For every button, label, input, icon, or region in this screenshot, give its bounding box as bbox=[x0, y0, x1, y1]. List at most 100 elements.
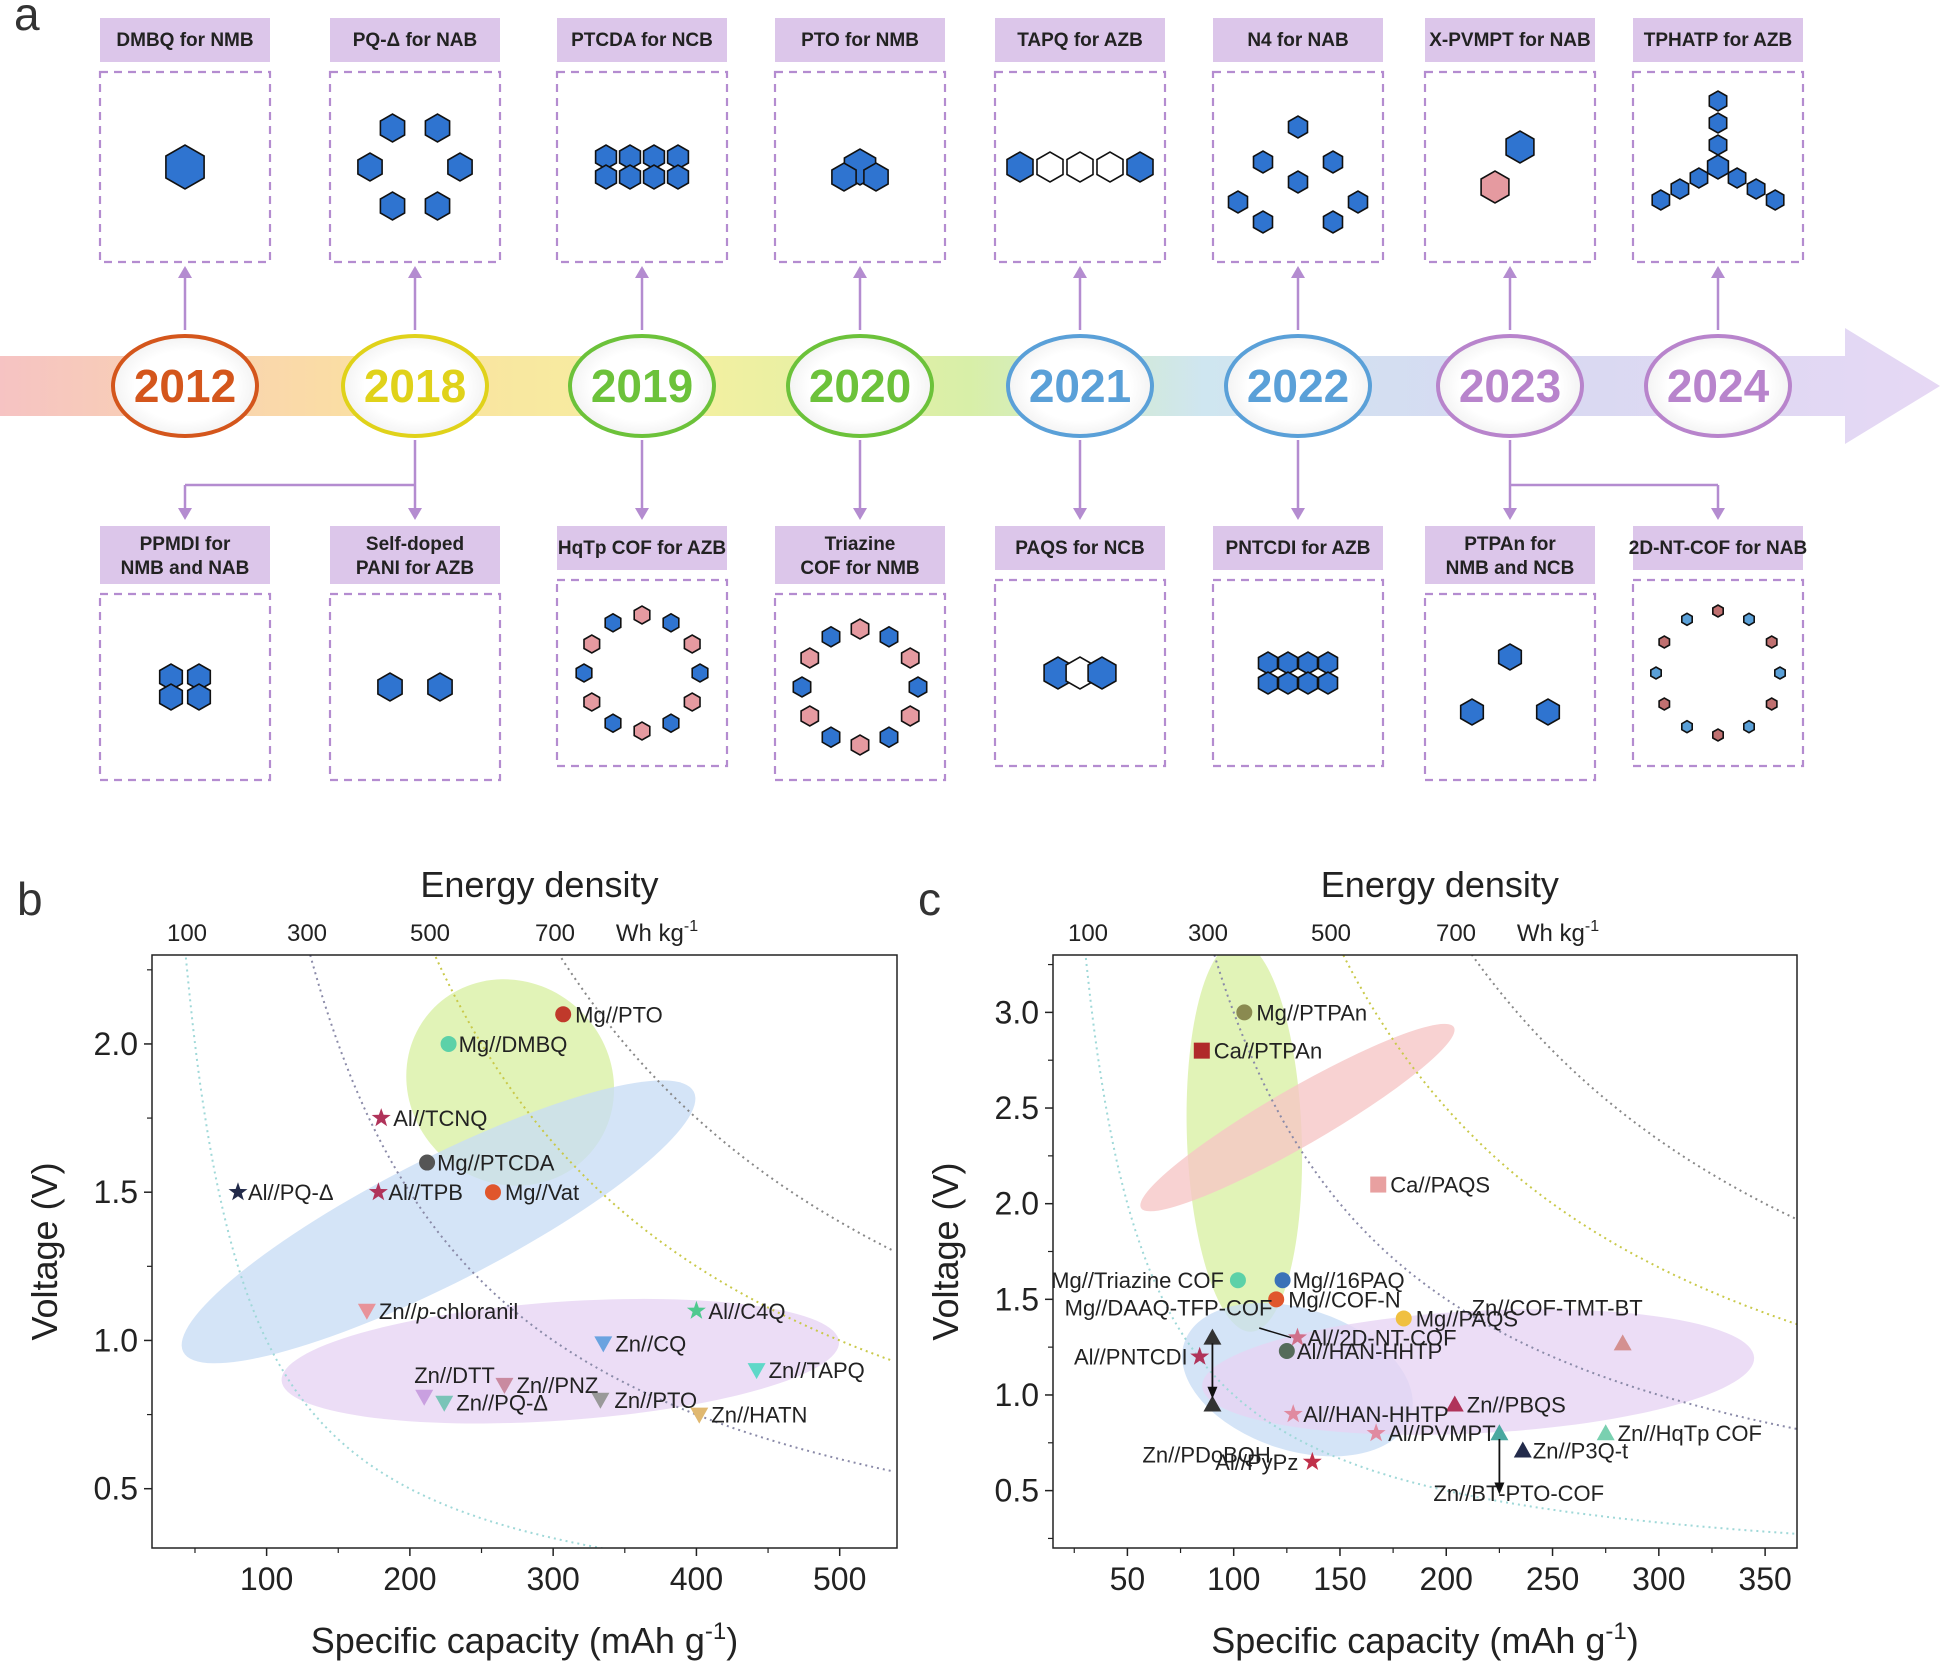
point-mg-dmbq bbox=[440, 1035, 457, 1052]
structure-frame bbox=[328, 592, 502, 782]
data-point-mg-triazine-cof: Mg//Triazine COF bbox=[1051, 1268, 1246, 1293]
molecule-structure-icon bbox=[1650, 604, 1786, 742]
ring-icon bbox=[792, 676, 812, 698]
bottom-card-triazine-cof-for-nmb: Triazine COF for NMB bbox=[773, 526, 947, 782]
arrow-down-icon bbox=[853, 508, 867, 520]
year-label: 2023 bbox=[1459, 360, 1561, 412]
x-tick-label: 500 bbox=[813, 1561, 866, 1597]
y-axis-label: Voltage (V) bbox=[925, 1162, 966, 1340]
data-label: Mg//16PAQ bbox=[1293, 1268, 1405, 1293]
panel-letter: c bbox=[918, 873, 941, 925]
data-point-mg-paqs: Mg//PAQS bbox=[1395, 1306, 1518, 1331]
ring-icon bbox=[1689, 167, 1709, 189]
molecule-structure-icon bbox=[165, 144, 205, 190]
molecule-structure-icon bbox=[1227, 115, 1369, 234]
molecule-structure-icon bbox=[158, 663, 212, 711]
structure-frame bbox=[1211, 578, 1385, 768]
ring-icon bbox=[1347, 190, 1369, 214]
arrow-up-icon bbox=[178, 266, 192, 278]
data-point-al-pvmpt: Al//PVMPT bbox=[1366, 1421, 1496, 1446]
arrow-down-icon bbox=[635, 508, 649, 520]
data-point-al-pq: Al//PQ-Δ bbox=[228, 1180, 334, 1205]
top-tick-label: 500 bbox=[410, 920, 450, 947]
point-mg-triazine-cof bbox=[1229, 1272, 1246, 1289]
superscript: -1 bbox=[1585, 918, 1599, 935]
top-tick-label: 300 bbox=[1188, 920, 1228, 947]
ring-icon bbox=[1708, 90, 1728, 112]
ring-icon bbox=[575, 663, 593, 683]
superscript: -1 bbox=[1605, 1618, 1626, 1645]
point-mg-16paq bbox=[1274, 1272, 1291, 1289]
data-point-zn-tapq: Zn//TAPQ bbox=[747, 1358, 865, 1383]
card-title-bg bbox=[1425, 18, 1595, 62]
data-label: Mg//DMBQ bbox=[459, 1032, 568, 1057]
arrow-down-icon bbox=[1073, 508, 1087, 520]
point-zn-pbqs bbox=[1445, 1395, 1464, 1412]
point-mg-ptcda bbox=[419, 1154, 436, 1171]
molecule-structure-icon bbox=[575, 605, 709, 741]
ring-icon bbox=[1006, 151, 1034, 183]
point-mg-cof-n bbox=[1268, 1291, 1285, 1308]
y-tick-label: 0.5 bbox=[94, 1471, 138, 1507]
year-ellipse bbox=[568, 334, 716, 438]
card-title: NMB and NCB bbox=[1446, 558, 1575, 579]
point-zn-hqtp-cof bbox=[1596, 1424, 1615, 1441]
molecule-structure-icon bbox=[594, 144, 690, 190]
structure-frame bbox=[993, 578, 1167, 768]
data-point-zn-dtt: Zn//DTT bbox=[414, 1363, 495, 1406]
ring-icon bbox=[831, 162, 857, 192]
point-zn-cof-tmt-bt bbox=[1613, 1334, 1632, 1351]
plot-area bbox=[181, 955, 894, 1548]
ring-icon bbox=[604, 713, 622, 734]
top-card-dmbq-for-nmb: DMBQ for NMB bbox=[98, 18, 272, 264]
ring-icon bbox=[1297, 651, 1319, 675]
card-title-bg bbox=[1633, 526, 1803, 570]
data-label: Al//PNTCDI bbox=[1074, 1345, 1188, 1370]
y-tick-label: 2.0 bbox=[94, 1026, 138, 1062]
top-card-n4-for-nab: N4 for NAB bbox=[1211, 18, 1385, 264]
ring-icon bbox=[1670, 178, 1690, 200]
structure-frame bbox=[98, 592, 272, 782]
x-tick-label: 100 bbox=[240, 1561, 293, 1597]
ring-icon bbox=[633, 605, 651, 625]
ring-icon bbox=[1277, 671, 1299, 695]
card-title: HqTp COF for AZB bbox=[558, 538, 726, 559]
ring-icon bbox=[1459, 698, 1485, 726]
top-card-pto-for-nmb: PTO for NMB bbox=[773, 18, 947, 264]
ring-icon bbox=[666, 164, 690, 190]
point-zn-pto bbox=[591, 1392, 610, 1409]
year-ellipse bbox=[1644, 334, 1792, 438]
data-label: Zn//P3Q-t bbox=[1533, 1438, 1628, 1463]
panel-a-timeline: a DMBQ for NMB PQ-Δ for NAB PTCDA for NCB P… bbox=[0, 0, 1940, 782]
top-card-tphatp-for-azb: TPHATP for AZB bbox=[1631, 18, 1805, 264]
bottom-card-ptpan-for-nmb-and-ncb: PTPAn for NMB and NCB bbox=[1423, 526, 1597, 782]
arrow-up-icon bbox=[853, 266, 867, 278]
red-region bbox=[1140, 1023, 1455, 1212]
year-ellipse bbox=[786, 334, 934, 438]
top-card-ptcda-for-ncb: PTCDA for NCB bbox=[555, 18, 729, 264]
point-zn-dtt bbox=[415, 1389, 434, 1406]
ring-icon bbox=[821, 625, 841, 648]
data-label: Zn//DTT bbox=[414, 1363, 495, 1388]
top-axis-title: Energy density bbox=[420, 864, 658, 905]
bottom-card-2d-nt-cof-for-nab: 2D-NT-COF for NAB bbox=[1629, 526, 1807, 768]
ring-icon bbox=[1297, 671, 1319, 695]
data-label: Al//PyPz bbox=[1215, 1450, 1298, 1475]
ring-icon bbox=[879, 726, 899, 749]
data-label: Zn//PBQS bbox=[1467, 1393, 1566, 1418]
purple-region bbox=[1202, 1309, 1755, 1435]
arrow-up-icon bbox=[1711, 266, 1725, 278]
energy-curve-500 bbox=[1342, 955, 1797, 1326]
ring-icon bbox=[427, 672, 453, 702]
data-point-zn-hqtp-cof: Zn//HqTp COF bbox=[1596, 1421, 1762, 1446]
molecule-structure-icon bbox=[1257, 651, 1339, 695]
ring-icon bbox=[379, 113, 406, 143]
ring-icon bbox=[1277, 651, 1299, 675]
data-label: Al//C4Q bbox=[708, 1299, 785, 1324]
arrow-up-icon bbox=[1503, 266, 1517, 278]
data-label: Al//PVMPT bbox=[1388, 1421, 1496, 1446]
year-badge-2018: 2018 bbox=[341, 334, 489, 438]
card-title: N4 for NAB bbox=[1247, 30, 1348, 51]
data-label: Zn//PNZ bbox=[516, 1373, 598, 1398]
energy-curve-100 bbox=[1084, 955, 1797, 1535]
